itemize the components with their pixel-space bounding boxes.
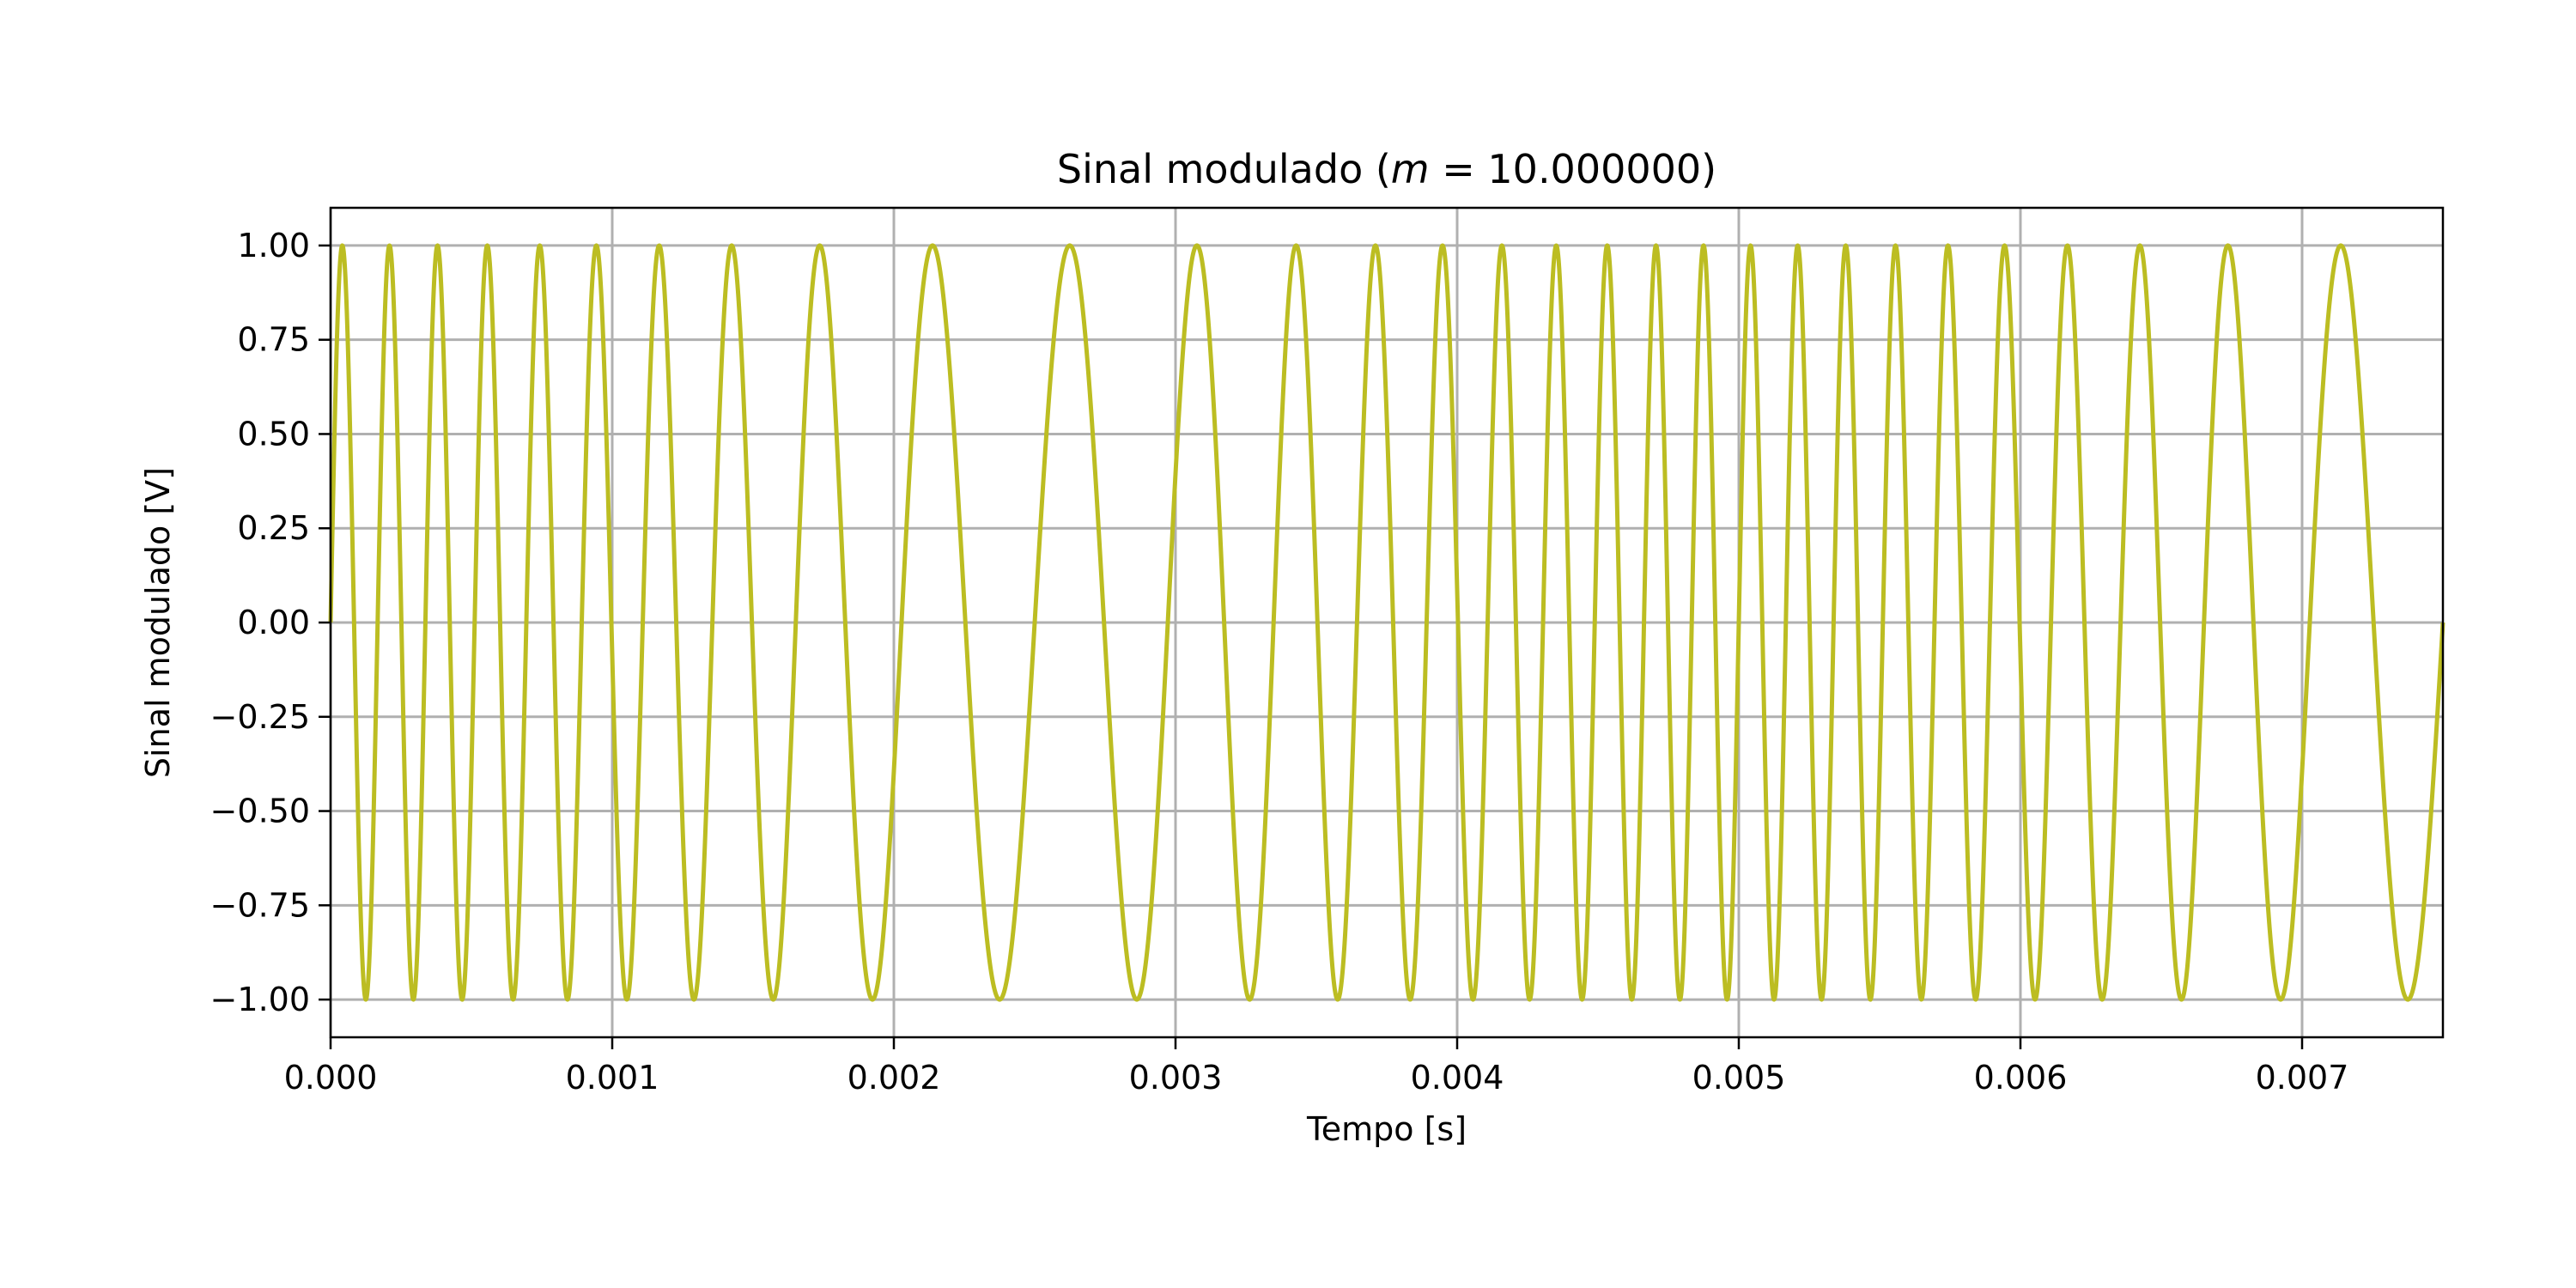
x-tick-label: 0.007 (2256, 1059, 2349, 1097)
y-tick-label: −0.75 (210, 886, 310, 924)
y-tick-label: −0.50 (210, 793, 310, 830)
x-tick-label: 0.005 (1692, 1059, 1786, 1097)
x-tick-label: 0.002 (848, 1059, 941, 1097)
y-tick-label: 1.00 (237, 227, 310, 264)
x-axis-label: Tempo [s] (1306, 1110, 1467, 1148)
signal-plot (328, 243, 2445, 1002)
x-tick-label: 0.003 (1129, 1059, 1223, 1097)
x-tick-label: 0.001 (566, 1059, 659, 1097)
series-line (328, 243, 2445, 1002)
y-tick-label: 0.50 (237, 415, 310, 453)
y-tick-label: −0.25 (210, 698, 310, 736)
y-tick-label: 0.00 (237, 604, 310, 641)
y-tick-labels: 1.00 0.75 0.50 0.25 0.00 −0.25 −0.50 −0.75 −1.00 (210, 227, 310, 1018)
x-tick-labels: 0.000 0.001 0.002 0.003 0.004 0.005 0.006 0.007 (284, 1059, 2349, 1097)
ticks (319, 244, 2304, 1049)
chart-title: Sinal modulado (m = 10.000000) (1057, 146, 1716, 192)
y-axis-label: Sinal modulado [V] (139, 467, 177, 778)
x-tick-label: 0.006 (1974, 1059, 2068, 1097)
y-tick-label: 0.25 (237, 509, 310, 547)
x-tick-label: 0.004 (1411, 1059, 1504, 1097)
x-tick-label: 0.000 (284, 1059, 378, 1097)
y-tick-label: 0.75 (237, 321, 310, 359)
y-tick-label: −1.00 (210, 981, 310, 1018)
grid (329, 208, 2443, 1037)
